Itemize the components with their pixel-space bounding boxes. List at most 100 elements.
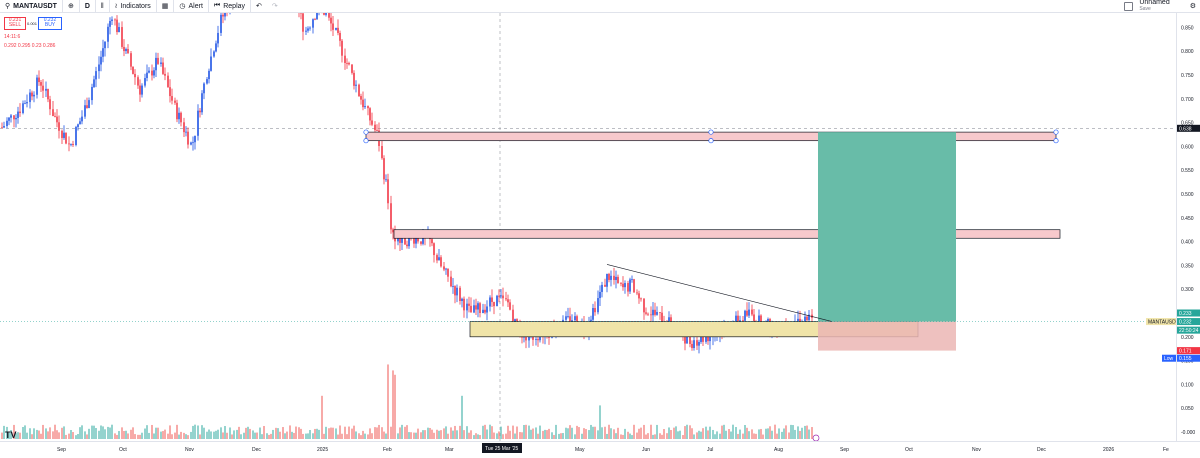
volume-bar <box>525 425 527 439</box>
time-tick-label: 2026 <box>1103 447 1114 453</box>
volume-bar <box>776 434 778 439</box>
volume-bar <box>353 426 355 439</box>
volume-bar <box>284 433 286 439</box>
volume-bar <box>565 428 567 439</box>
volume-bar <box>553 435 555 439</box>
volume-bar <box>468 433 470 439</box>
candle-body <box>88 100 90 108</box>
volume-bar <box>486 429 488 439</box>
layout-status: Save <box>1139 6 1169 12</box>
volume-bar <box>180 432 182 439</box>
layout-name-button[interactable]: Unnamed Save <box>1139 0 1169 12</box>
candle-body <box>496 296 498 306</box>
time-tick-label: Dec <box>252 447 261 453</box>
volume-bar <box>102 426 104 439</box>
candle-body <box>201 93 203 112</box>
volume-bar <box>811 427 813 439</box>
candle-body <box>65 133 67 144</box>
candle-body <box>185 132 187 133</box>
volume-bar <box>272 430 274 439</box>
chart-type-button[interactable]: ‖ <box>96 0 110 12</box>
price-label-text: 0.233 <box>1179 311 1192 317</box>
candle-body <box>684 337 686 343</box>
replay-label: Replay <box>223 3 245 10</box>
price-chart[interactable]: MANTAUSDTLowVolume <box>0 13 1176 441</box>
volume-bar <box>702 428 704 439</box>
volume-bar <box>47 431 49 439</box>
candle-body <box>604 285 606 287</box>
volume-bar <box>617 428 619 439</box>
volume-bar <box>229 427 231 439</box>
candle-body <box>636 292 638 293</box>
zone-handle <box>1054 138 1058 142</box>
undo-button[interactable]: ↶ <box>251 0 267 12</box>
price-axis[interactable]: 0.9000.8500.8000.7500.7000.6500.6000.550… <box>1176 13 1200 441</box>
volume-bar <box>537 434 539 439</box>
volume-bar <box>753 433 755 439</box>
volume-bar <box>592 427 594 439</box>
volume-bar <box>197 426 199 439</box>
buy-button[interactable]: 0.232 BUY <box>38 17 62 30</box>
volume-bar <box>408 432 410 439</box>
time-tick-label: Jul <box>707 447 713 453</box>
volume-bar <box>240 434 242 439</box>
time-tick-label: Oct <box>119 447 127 453</box>
volume-bar <box>243 433 245 439</box>
candle-body <box>374 125 376 130</box>
candle-body <box>638 293 640 298</box>
interval-button[interactable]: D <box>80 0 96 12</box>
volume-bar <box>436 430 438 439</box>
volume-bar <box>539 426 541 439</box>
volume-bar <box>95 428 97 439</box>
volume-bar <box>498 431 500 439</box>
volume-bar <box>346 434 348 439</box>
candle-body <box>643 299 645 313</box>
time-tick-label: Sep <box>57 447 66 453</box>
settings-icon[interactable]: ⚙ <box>1190 2 1196 10</box>
templates-button[interactable]: ▦ <box>157 0 175 12</box>
volume-bar <box>160 432 162 439</box>
candle-body <box>210 57 212 71</box>
volume-bar <box>783 428 785 439</box>
indicators-button[interactable]: ≀ Indicators <box>110 0 157 12</box>
candle-body <box>208 71 210 79</box>
volume-bar <box>677 431 679 439</box>
tag-text: Low <box>1164 356 1174 362</box>
volume-bar <box>266 433 268 439</box>
candle-body <box>369 108 371 120</box>
volume-bar <box>562 433 564 439</box>
volume-bar <box>231 434 233 439</box>
volume-bar <box>309 430 311 439</box>
save-layout-icon[interactable] <box>1124 2 1133 11</box>
candle-body <box>49 99 51 109</box>
compare-button[interactable]: ⊕ <box>63 0 80 12</box>
chart-pane[interactable]: MANTAUSDTLowVolume <box>0 13 1176 441</box>
volume-bar <box>792 425 794 439</box>
redo-button[interactable]: ↷ <box>267 0 283 12</box>
candle-body <box>77 124 79 127</box>
volume-bar <box>691 428 693 439</box>
volume-bar <box>806 426 808 439</box>
candle-body <box>98 64 100 71</box>
sell-button[interactable]: 0.231 SELL <box>4 17 26 30</box>
volume-bar <box>544 430 546 439</box>
volume-bar <box>259 428 261 439</box>
volume-bar <box>762 435 764 439</box>
ohlc-values: 0.292 0.295 0.23 0.286 <box>4 43 55 49</box>
candle-body <box>633 279 635 292</box>
candle-body <box>162 63 164 74</box>
time-axis[interactable]: SepOctNovDec2025FebMarAprMayJunJulAugSep… <box>0 441 1200 455</box>
low-tag: Low <box>1162 355 1176 363</box>
volume-bar <box>415 433 417 439</box>
candle-body <box>592 308 594 320</box>
volume-bar <box>378 425 380 439</box>
candle-body <box>52 109 54 116</box>
price-tick-label: 0.700 <box>1181 97 1194 103</box>
alert-button[interactable]: ◷ Alert <box>174 0 209 12</box>
replay-button[interactable]: ⏮ Replay <box>209 0 251 12</box>
candle-body <box>390 203 392 229</box>
time-tick-label: 2025 <box>317 447 328 453</box>
volume-bar <box>91 426 93 439</box>
symbol-search[interactable]: ⚲ MANTAUSDT <box>0 0 63 12</box>
volume-bar <box>571 428 573 439</box>
